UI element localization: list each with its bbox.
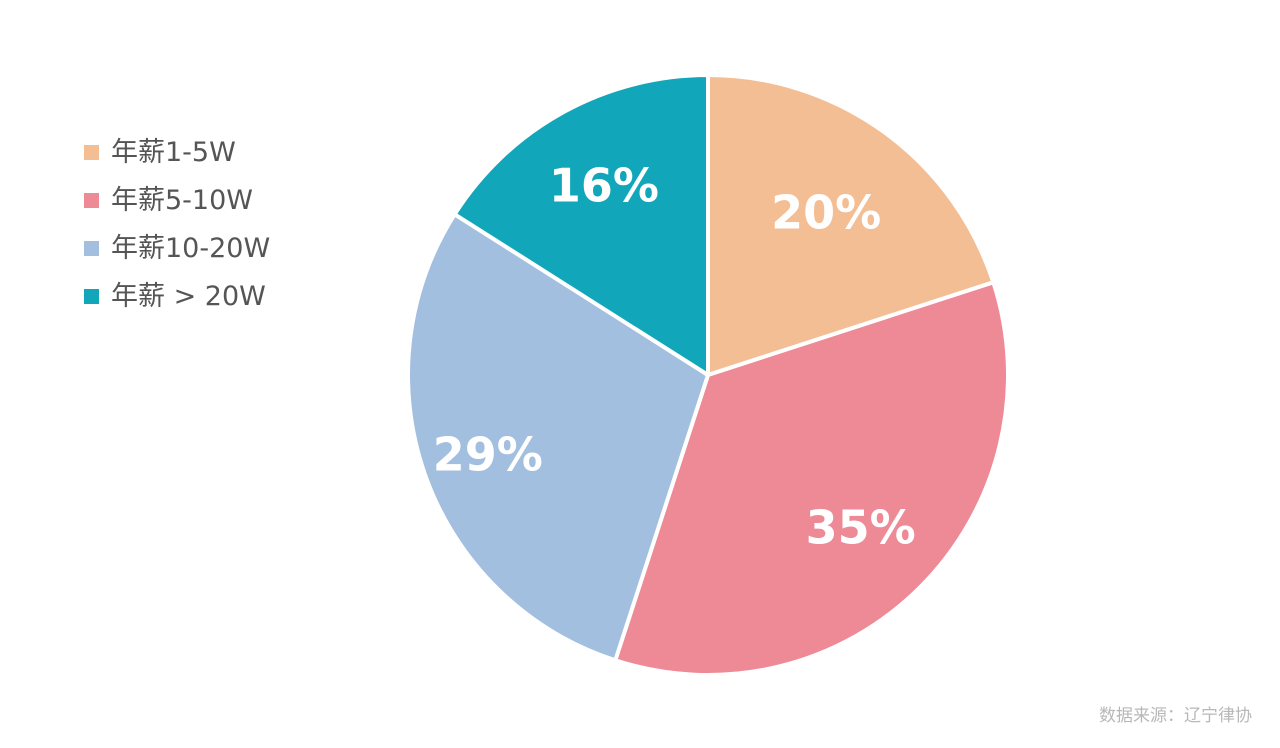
legend: 年薪1-5W 年薪5-10W 年薪10-20W 年薪 > 20W [84,128,270,320]
legend-swatch [84,144,99,160]
legend-label: 年薪10-20W [111,232,271,264]
pie-slice [706,73,996,377]
pie-slice [406,212,710,663]
source-note: 数据来源：辽宁律协 [1099,706,1252,726]
legend-item: 年薪5-10W [84,176,270,224]
legend-item: 年薪 > 20W [84,272,270,320]
legend-swatch [84,192,99,208]
slice-label: 29% [433,427,543,481]
legend-label: 年薪5-10W [111,184,253,216]
slice-label: 20% [771,185,881,239]
pie-slice [452,73,710,377]
legend-swatch [84,240,99,256]
legend-item: 年薪10-20W [84,224,270,272]
legend-label: 年薪1-5W [111,136,236,168]
legend-swatch [84,288,99,304]
slice-label: 16% [549,159,659,213]
legend-label: 年薪 > 20W [111,280,266,312]
pie-slice [613,280,1010,677]
slice-label: 35% [806,501,916,555]
legend-item: 年薪1-5W [84,128,270,176]
